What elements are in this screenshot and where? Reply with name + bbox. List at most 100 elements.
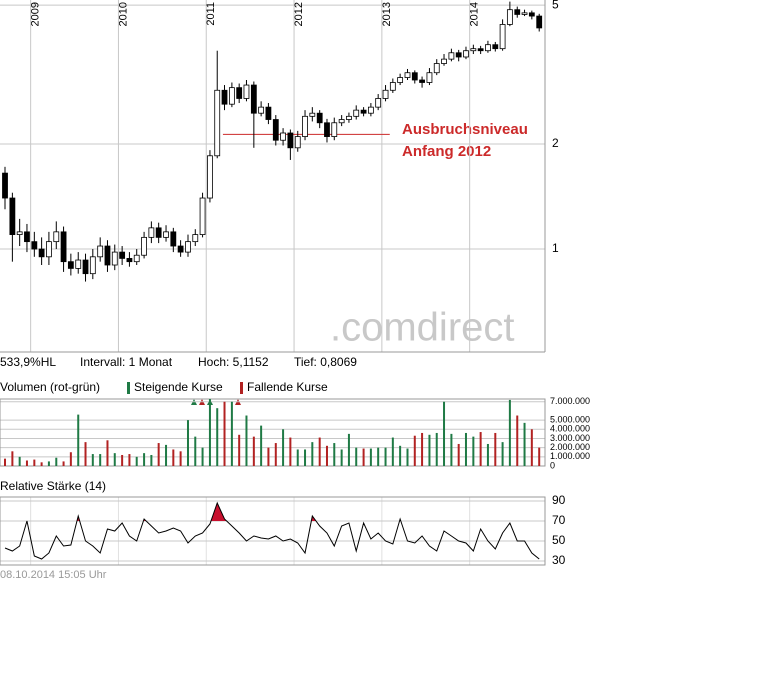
candle-body xyxy=(346,115,352,120)
volume-bar xyxy=(165,444,168,466)
candle-body xyxy=(67,261,74,269)
volume-bar xyxy=(113,453,116,466)
stat: Hoch: 5,1152 xyxy=(198,355,269,369)
y-tick-label: 70 xyxy=(552,513,566,527)
stat: 533,9%HL xyxy=(0,355,56,369)
volume-bar xyxy=(435,432,438,466)
volume-bar xyxy=(274,443,277,466)
x-tick-label: 2014 xyxy=(469,2,481,26)
volume-bar xyxy=(186,420,189,466)
candle-body xyxy=(89,256,96,275)
candle-body xyxy=(463,50,469,58)
stat: Tief: 0,8069 xyxy=(294,355,357,369)
volume-bar xyxy=(47,461,50,466)
candle-body xyxy=(272,119,279,141)
volume-bar xyxy=(267,447,270,466)
candle-body xyxy=(170,231,177,247)
volume-bar xyxy=(223,401,226,466)
candle-body xyxy=(485,44,491,52)
candle-body xyxy=(499,24,506,50)
volume-bar xyxy=(230,401,233,466)
candle-body xyxy=(302,115,308,137)
candle-body xyxy=(243,84,250,99)
candle-body xyxy=(382,89,389,99)
rsi-line xyxy=(4,501,540,560)
candle-body xyxy=(177,245,184,253)
y-tick-label: 1 xyxy=(552,241,559,255)
candle-body xyxy=(214,89,221,157)
volume-bar xyxy=(406,448,409,466)
candle-body xyxy=(250,84,257,114)
y-tick-label: 1.000.000 xyxy=(550,451,590,461)
candle-body xyxy=(521,12,528,15)
volume-bar xyxy=(11,451,14,466)
y-tick-label: 2.000.000 xyxy=(550,442,590,452)
candle-body xyxy=(324,122,330,137)
candle-body xyxy=(506,9,513,25)
candle-body xyxy=(397,77,404,83)
candle-body xyxy=(477,48,484,52)
candle-body xyxy=(265,106,272,120)
candle-body xyxy=(104,245,111,266)
volume-bar xyxy=(40,462,43,466)
volume-bar xyxy=(325,445,328,466)
volume-bar xyxy=(369,448,372,466)
y-tick-label: 7.000.000 xyxy=(550,396,590,406)
candle-body xyxy=(185,241,191,253)
candle-body xyxy=(514,9,521,15)
y-tick-label: 4.000.000 xyxy=(550,424,590,434)
candle-body xyxy=(411,72,418,81)
volume-bar xyxy=(377,447,380,466)
y-tick-label: 2 xyxy=(552,136,559,150)
volume-bar xyxy=(260,425,263,466)
volume-bar xyxy=(150,454,153,466)
candle-body xyxy=(470,48,477,52)
candle-body xyxy=(221,89,228,105)
legend-swatch xyxy=(240,382,243,394)
volume-bar xyxy=(523,422,526,466)
volume-bar xyxy=(33,459,36,466)
candle-body xyxy=(389,82,396,91)
y-tick-label: 5 xyxy=(552,0,559,11)
volume-bar xyxy=(106,440,109,466)
candle-body xyxy=(119,251,126,259)
candle-body xyxy=(207,155,213,199)
candle-body xyxy=(38,248,45,258)
volume-bar xyxy=(362,448,365,466)
y-tick-label: 3.000.000 xyxy=(550,433,590,443)
volume-title: Volumen (rot-grün) xyxy=(0,380,100,394)
volume-bar xyxy=(443,401,446,466)
candle-body xyxy=(9,197,16,235)
volume-bar xyxy=(216,408,219,466)
candle-body xyxy=(133,254,140,263)
candle-body xyxy=(111,251,118,266)
candle-body xyxy=(2,172,8,199)
frame xyxy=(0,496,546,566)
volume-bar xyxy=(208,399,211,466)
volume-bar xyxy=(538,447,541,466)
volume-bar xyxy=(486,443,489,466)
volume-bar xyxy=(289,437,292,466)
candle-body xyxy=(258,106,265,114)
candle-body xyxy=(331,122,338,137)
volume-bar xyxy=(296,449,299,466)
volume-bar xyxy=(384,447,387,466)
volume-bar xyxy=(238,434,241,466)
volume-bar xyxy=(340,449,343,466)
candle-body xyxy=(97,245,104,258)
x-tick-label: 2012 xyxy=(293,2,305,26)
volume-bar xyxy=(4,458,7,466)
candle-body xyxy=(192,234,199,243)
volume-bar xyxy=(128,454,131,466)
volume-bar xyxy=(472,436,475,466)
volume-bar xyxy=(143,453,146,466)
volume-bar xyxy=(333,443,336,466)
candle-body xyxy=(375,98,382,108)
candle-body xyxy=(353,109,360,117)
candle-body xyxy=(24,231,30,243)
volume-bar xyxy=(62,461,65,466)
volume-bar xyxy=(18,456,21,466)
candle-body xyxy=(16,231,23,235)
candle-body xyxy=(46,241,52,258)
volume-bar xyxy=(157,443,160,466)
